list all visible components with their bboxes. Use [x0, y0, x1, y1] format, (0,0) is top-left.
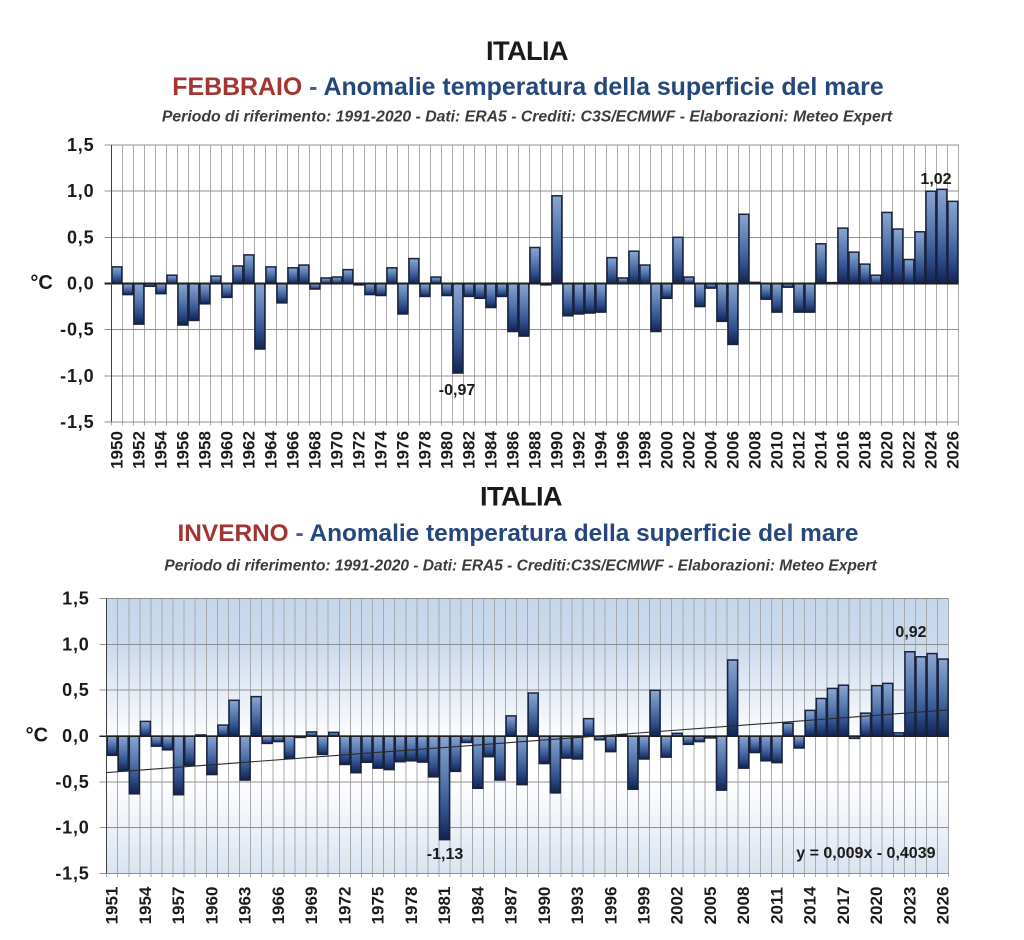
svg-text:1,5: 1,5	[67, 135, 94, 155]
svg-text:INVERNO - Anomalie temperatura: INVERNO - Anomalie temperatura della sup…	[178, 520, 859, 547]
svg-text:2012: 2012	[789, 431, 808, 469]
svg-text:2000: 2000	[657, 431, 676, 469]
svg-text:1974: 1974	[371, 431, 390, 469]
svg-text:1962: 1962	[239, 431, 258, 469]
svg-text:2010: 2010	[767, 431, 786, 469]
svg-text:ITALIA: ITALIA	[486, 35, 568, 66]
svg-text:-1,13: -1,13	[427, 846, 464, 863]
svg-text:2002: 2002	[679, 431, 698, 469]
svg-text:2011: 2011	[767, 887, 786, 924]
svg-text:1954: 1954	[136, 886, 155, 924]
svg-text:1994: 1994	[591, 431, 610, 469]
svg-text:1952: 1952	[129, 431, 148, 469]
svg-text:1978: 1978	[415, 431, 434, 469]
svg-text:0,92: 0,92	[895, 624, 926, 641]
svg-text:Periodo di riferimento: 1991-2: Periodo di riferimento: 1991-2020 - Dati…	[162, 109, 893, 126]
svg-text:-1,5: -1,5	[60, 412, 94, 432]
svg-text:2026: 2026	[934, 887, 953, 925]
svg-text:1960: 1960	[202, 887, 221, 925]
svg-text:1984: 1984	[468, 886, 487, 924]
svg-text:1,5: 1,5	[62, 589, 89, 609]
svg-text:2017: 2017	[834, 887, 853, 925]
svg-text:0,0: 0,0	[67, 274, 94, 294]
svg-text:1996: 1996	[613, 431, 632, 469]
svg-text:-1,0: -1,0	[60, 366, 94, 386]
svg-text:1976: 1976	[393, 431, 412, 469]
svg-text:2022: 2022	[899, 431, 918, 469]
svg-text:-0,5: -0,5	[60, 320, 94, 340]
svg-text:1990: 1990	[535, 887, 554, 925]
svg-text:2020: 2020	[867, 887, 886, 925]
svg-text:1956: 1956	[173, 431, 192, 469]
svg-text:1970: 1970	[327, 431, 346, 469]
svg-text:1999: 1999	[634, 887, 653, 925]
svg-text:1957: 1957	[169, 887, 188, 925]
svg-text:°C: °C	[26, 725, 48, 747]
svg-text:1954: 1954	[151, 431, 170, 469]
svg-text:2002: 2002	[668, 887, 687, 925]
svg-text:0,5: 0,5	[62, 680, 89, 700]
svg-text:1978: 1978	[402, 887, 421, 925]
svg-text:1986: 1986	[503, 431, 522, 469]
svg-text:1975: 1975	[369, 887, 388, 925]
svg-text:2016: 2016	[833, 431, 852, 469]
svg-text:-0,97: -0,97	[439, 382, 476, 399]
svg-text:1998: 1998	[635, 431, 654, 469]
svg-text:1966: 1966	[269, 887, 288, 925]
svg-text:1972: 1972	[349, 431, 368, 469]
svg-text:1969: 1969	[302, 887, 321, 925]
svg-text:1993: 1993	[568, 887, 587, 925]
svg-text:Periodo di riferimento: 1991-2: Periodo di riferimento: 1991-2020 - Dati…	[164, 558, 877, 575]
svg-text:1981: 1981	[435, 887, 454, 925]
svg-text:1987: 1987	[502, 887, 521, 925]
svg-text:-1,5: -1,5	[55, 864, 89, 884]
svg-text:1968: 1968	[305, 431, 324, 469]
svg-text:1980: 1980	[437, 431, 456, 469]
svg-text:-1,0: -1,0	[55, 818, 89, 838]
svg-text:0,0: 0,0	[62, 726, 89, 746]
svg-text:2005: 2005	[701, 887, 720, 925]
svg-text:2018: 2018	[855, 431, 874, 469]
svg-text:2026: 2026	[943, 431, 962, 469]
svg-text:2014: 2014	[801, 886, 820, 924]
svg-text:1972: 1972	[335, 887, 354, 925]
svg-text:1990: 1990	[547, 431, 566, 469]
svg-text:1963: 1963	[236, 887, 255, 925]
svg-text:2008: 2008	[745, 431, 764, 469]
svg-text:1960: 1960	[217, 431, 236, 469]
svg-text:1984: 1984	[481, 431, 500, 469]
svg-text:2006: 2006	[723, 431, 742, 469]
svg-text:1992: 1992	[569, 431, 588, 469]
svg-text:°C: °C	[30, 272, 52, 294]
svg-text:1988: 1988	[525, 431, 544, 469]
svg-text:-0,5: -0,5	[55, 772, 89, 792]
svg-text:y = 0,009x - 0,4039: y = 0,009x - 0,4039	[796, 845, 935, 862]
svg-text:1951: 1951	[103, 887, 122, 925]
svg-text:2024: 2024	[921, 431, 940, 469]
svg-text:1966: 1966	[283, 431, 302, 469]
svg-text:1,0: 1,0	[62, 634, 89, 654]
svg-text:0,5: 0,5	[67, 227, 94, 247]
svg-text:1958: 1958	[195, 431, 214, 469]
svg-text:1950: 1950	[107, 431, 126, 469]
svg-text:2014: 2014	[811, 431, 830, 469]
svg-text:2023: 2023	[900, 887, 919, 925]
svg-text:1,0: 1,0	[67, 181, 94, 201]
svg-text:1,02: 1,02	[920, 171, 951, 188]
svg-text:FEBBRAIO - Anomalie temperatur: FEBBRAIO - Anomalie temperatura della su…	[172, 73, 883, 101]
svg-text:1982: 1982	[459, 431, 478, 469]
svg-text:2008: 2008	[734, 887, 753, 925]
svg-text:1964: 1964	[261, 431, 280, 469]
svg-text:2020: 2020	[877, 431, 896, 469]
svg-text:2004: 2004	[701, 431, 720, 469]
svg-text:1996: 1996	[601, 887, 620, 925]
svg-text:ITALIA: ITALIA	[480, 481, 562, 512]
